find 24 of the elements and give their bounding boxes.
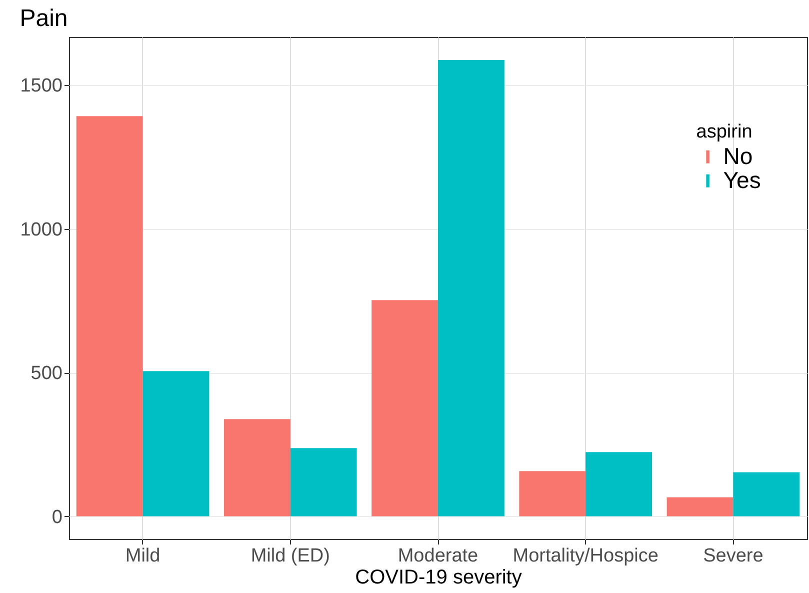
y-tick-label: 1000 (20, 219, 62, 240)
chart-title: Pain (20, 5, 68, 32)
legend-label: Yes (723, 166, 761, 193)
y-tick-label: 500 (30, 363, 62, 384)
y-tick-label: 0 (52, 506, 62, 528)
bar (666, 497, 734, 516)
bar (586, 452, 652, 516)
bar (519, 471, 586, 516)
bar (142, 371, 210, 516)
bar (733, 472, 800, 516)
x-tick-label: Mild (125, 546, 160, 566)
legend-label: No (723, 142, 753, 169)
bar (372, 300, 438, 516)
legend-title: aspirin (696, 121, 752, 142)
x-tick-label: Moderate (398, 546, 478, 566)
y-tick-label: 1500 (20, 76, 62, 97)
bar (290, 448, 357, 516)
bar (438, 60, 504, 516)
x-axis-title: COVID-19 severity (355, 566, 522, 588)
x-tick-label: Severe (703, 546, 764, 566)
bar (224, 419, 290, 516)
bar (76, 116, 143, 516)
x-tick-label: Mortality/Hospice (512, 546, 658, 566)
x-tick-label: Mild (ED) (250, 546, 330, 566)
